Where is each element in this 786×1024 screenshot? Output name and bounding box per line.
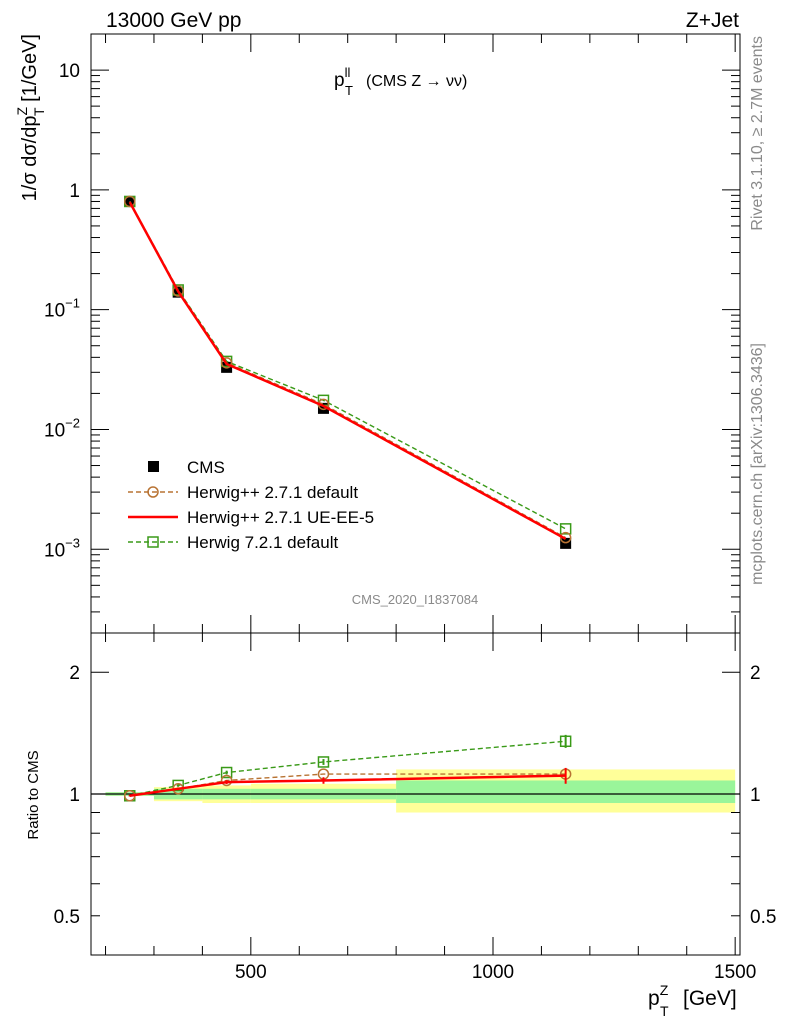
svg-text:[GeV]: [GeV]	[683, 987, 737, 1010]
circle-marker	[123, 195, 136, 208]
title-main: p	[334, 70, 345, 91]
y-tick-label: 10−2	[44, 415, 80, 441]
legend: CMS Herwig++ 2.7.1 default Herwig++ 2.7.1 …	[128, 458, 374, 552]
top-y-axis-label: 1/σ dσ/dpZT [1/GeV]	[14, 34, 47, 201]
ratio-y-tick-label: 2	[69, 663, 80, 684]
plot-title: pll T (CMS Z → νν)	[334, 65, 467, 98]
x-axis-label: pZ T [GeV]	[648, 982, 737, 1019]
header-process-label: Z+Jet	[686, 9, 739, 32]
ratio-y-tick-label-right: 1	[750, 785, 761, 806]
legend-swatch	[148, 461, 159, 472]
svg-text:T: T	[660, 1003, 669, 1019]
top-plot: 10 1 10−1 10−2 10−3	[44, 33, 741, 634]
x-tick-label: 1000	[472, 962, 514, 983]
ratio-y-tick-label-right: 0.5	[750, 907, 776, 928]
ratio-plot: 500 1000 1500 2 2 1 1 0.5 0.5	[54, 632, 776, 983]
legend-entry: Herwig 7.2.1 default	[128, 533, 338, 552]
title-rest: (CMS Z → νν)	[366, 73, 467, 90]
circle-marker	[220, 357, 233, 369]
series-solid	[128, 201, 567, 541]
uncertainty-band-inner	[396, 780, 736, 804]
legend-label: Herwig++ 2.7.1 default	[187, 483, 358, 502]
y-tick-label: 10−3	[44, 535, 80, 561]
circle-marker	[559, 531, 572, 544]
square-marker	[317, 756, 330, 768]
title-sub: T	[345, 83, 353, 98]
square-marker	[559, 735, 572, 748]
square-marker	[220, 766, 233, 779]
legend-label: Herwig 7.2.1 default	[187, 533, 338, 552]
ratio-y-axis-label: Ratio to CMS	[25, 750, 42, 839]
y-tick-label: 10	[59, 61, 80, 82]
mcplots-label: mcplots.cern.ch [arXiv:1306.3436]	[749, 343, 766, 585]
ratio-y-tick-label: 0.5	[54, 907, 80, 928]
legend-label: Herwig++ 2.7.1 UE-EE-5	[187, 508, 374, 527]
svg-text:pZ: pZ	[648, 982, 669, 1010]
square-marker	[172, 779, 184, 792]
legend-entry: Herwig++ 2.7.1 UE-EE-5	[128, 508, 374, 527]
square-marker	[559, 523, 572, 535]
legend-label: CMS	[187, 458, 225, 477]
legend-entry: CMS	[148, 458, 225, 477]
ratio-series-solid	[128, 767, 567, 798]
title-sup: ll	[345, 65, 351, 80]
series-line	[129, 201, 566, 530]
rivet-version-label: Rivet 3.1.10, ≥ 2.7M events	[749, 36, 766, 231]
circle-marker	[172, 285, 184, 297]
svg-text:pll: pll	[334, 65, 350, 91]
series-line	[128, 201, 567, 541]
y-tick-label: 10−1	[44, 296, 80, 322]
data-point	[317, 402, 329, 414]
square-marker	[147, 536, 159, 548]
circle-marker	[147, 486, 159, 498]
legend-entry: Herwig++ 2.7.1 default	[128, 483, 358, 502]
x-tick-label: 500	[235, 962, 267, 983]
analysis-id-watermark: CMS_2020_I1837084	[352, 592, 479, 607]
ratio-y-tick-label: 1	[69, 785, 80, 806]
x-tick-label: 1500	[714, 962, 756, 983]
svg-text:1/σ dσ/dpZT [1/GeV]: 1/σ dσ/dpZT [1/GeV]	[14, 34, 47, 201]
ratio-y-tick-label-right: 2	[750, 663, 761, 684]
header-collision-label: 13000 GeV pp	[106, 9, 241, 32]
y-tick-label: 1	[69, 181, 80, 202]
circle-marker	[220, 774, 233, 787]
